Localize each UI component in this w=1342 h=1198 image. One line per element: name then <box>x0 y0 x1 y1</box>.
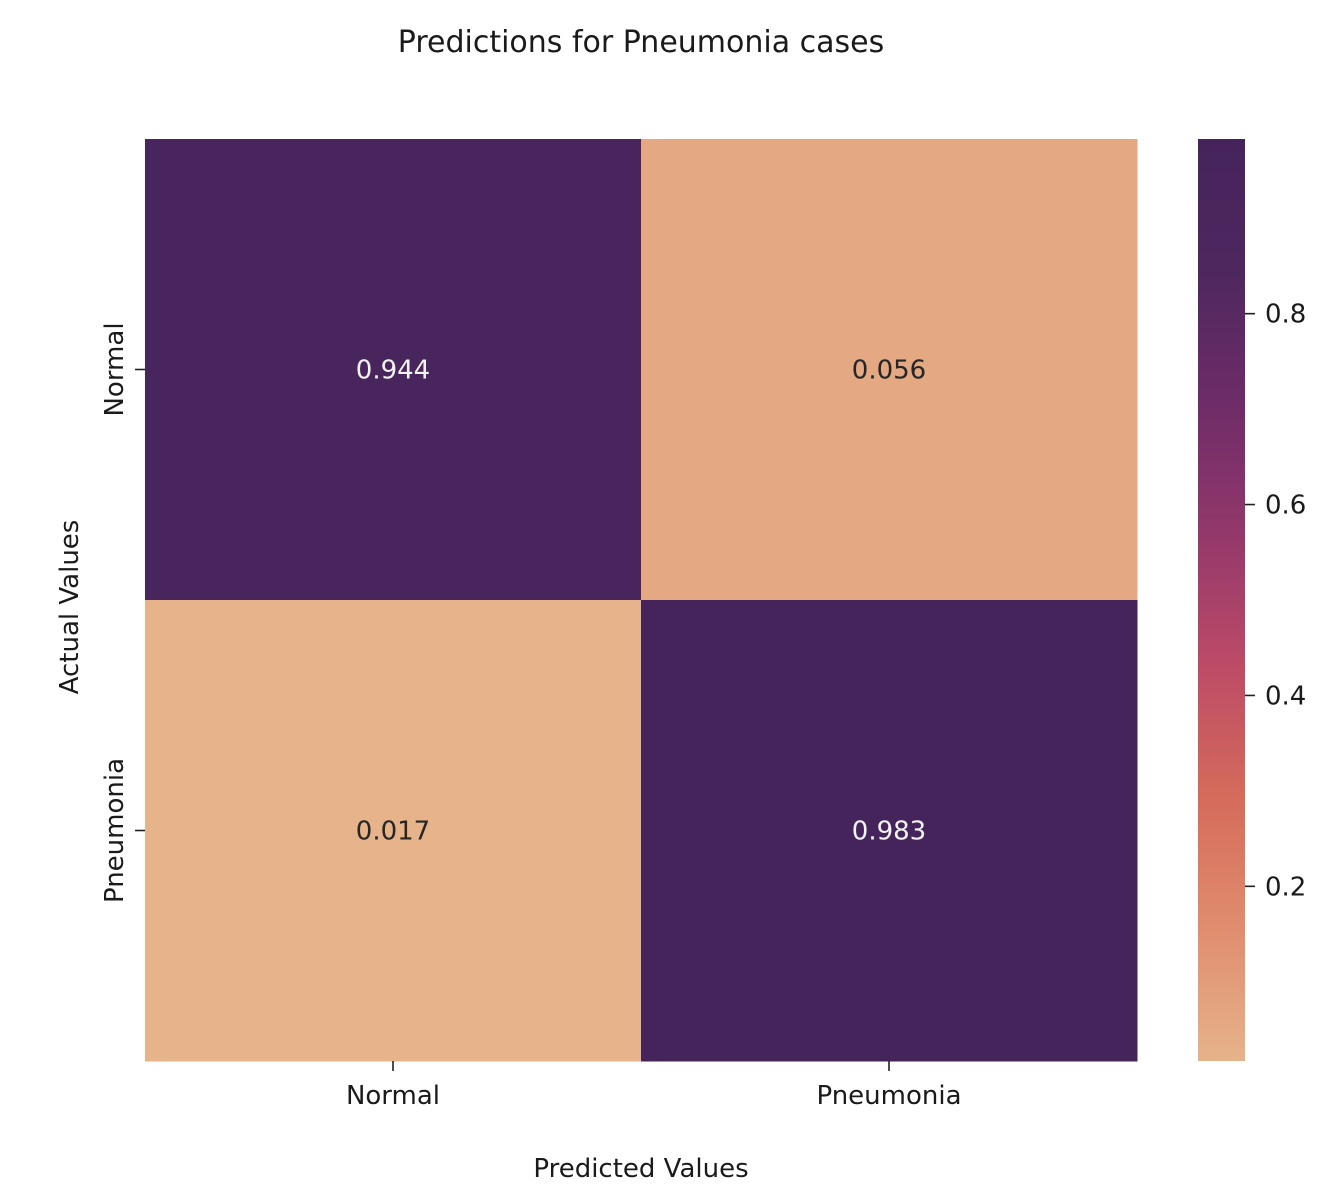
heatmap-cell <box>145 139 642 601</box>
colorbar-tick-label: 0.2 <box>1265 872 1306 902</box>
x-tick-label: Normal <box>346 1081 440 1111</box>
y-tick-label: Normal <box>100 322 130 416</box>
colorbar-tick-label: 0.4 <box>1265 681 1306 711</box>
x-axis-label: Predicted Values <box>533 1154 748 1184</box>
colorbar-ticks: 0.2 0.4 0.6 0.8 <box>1245 300 1306 902</box>
colorbar <box>1198 139 1245 1061</box>
y-tick-label: Pneumonia <box>100 758 130 903</box>
x-axis: Normal Pneumonia <box>346 1061 962 1111</box>
cell-value-label: 0.944 <box>356 356 430 386</box>
heatmap-cell <box>641 139 1138 601</box>
cell-value-label: 0.056 <box>852 356 926 386</box>
colorbar-tick-label: 0.6 <box>1265 491 1306 521</box>
y-axis-label: Actual Values <box>55 520 85 695</box>
cell-value-label: 0.983 <box>852 817 926 847</box>
heatmap-cells: 0.944 0.056 0.017 0.983 <box>145 139 1138 1062</box>
cell-value-label: 0.017 <box>356 817 430 847</box>
heatmap-cell <box>145 600 642 1062</box>
colorbar-tick-label: 0.8 <box>1265 300 1306 330</box>
y-axis: Normal Pneumonia <box>100 322 145 903</box>
chart-title: Predictions for Pneumonia cases <box>398 25 884 60</box>
heatmap-cell <box>641 600 1138 1062</box>
x-tick-label: Pneumonia <box>816 1081 961 1111</box>
